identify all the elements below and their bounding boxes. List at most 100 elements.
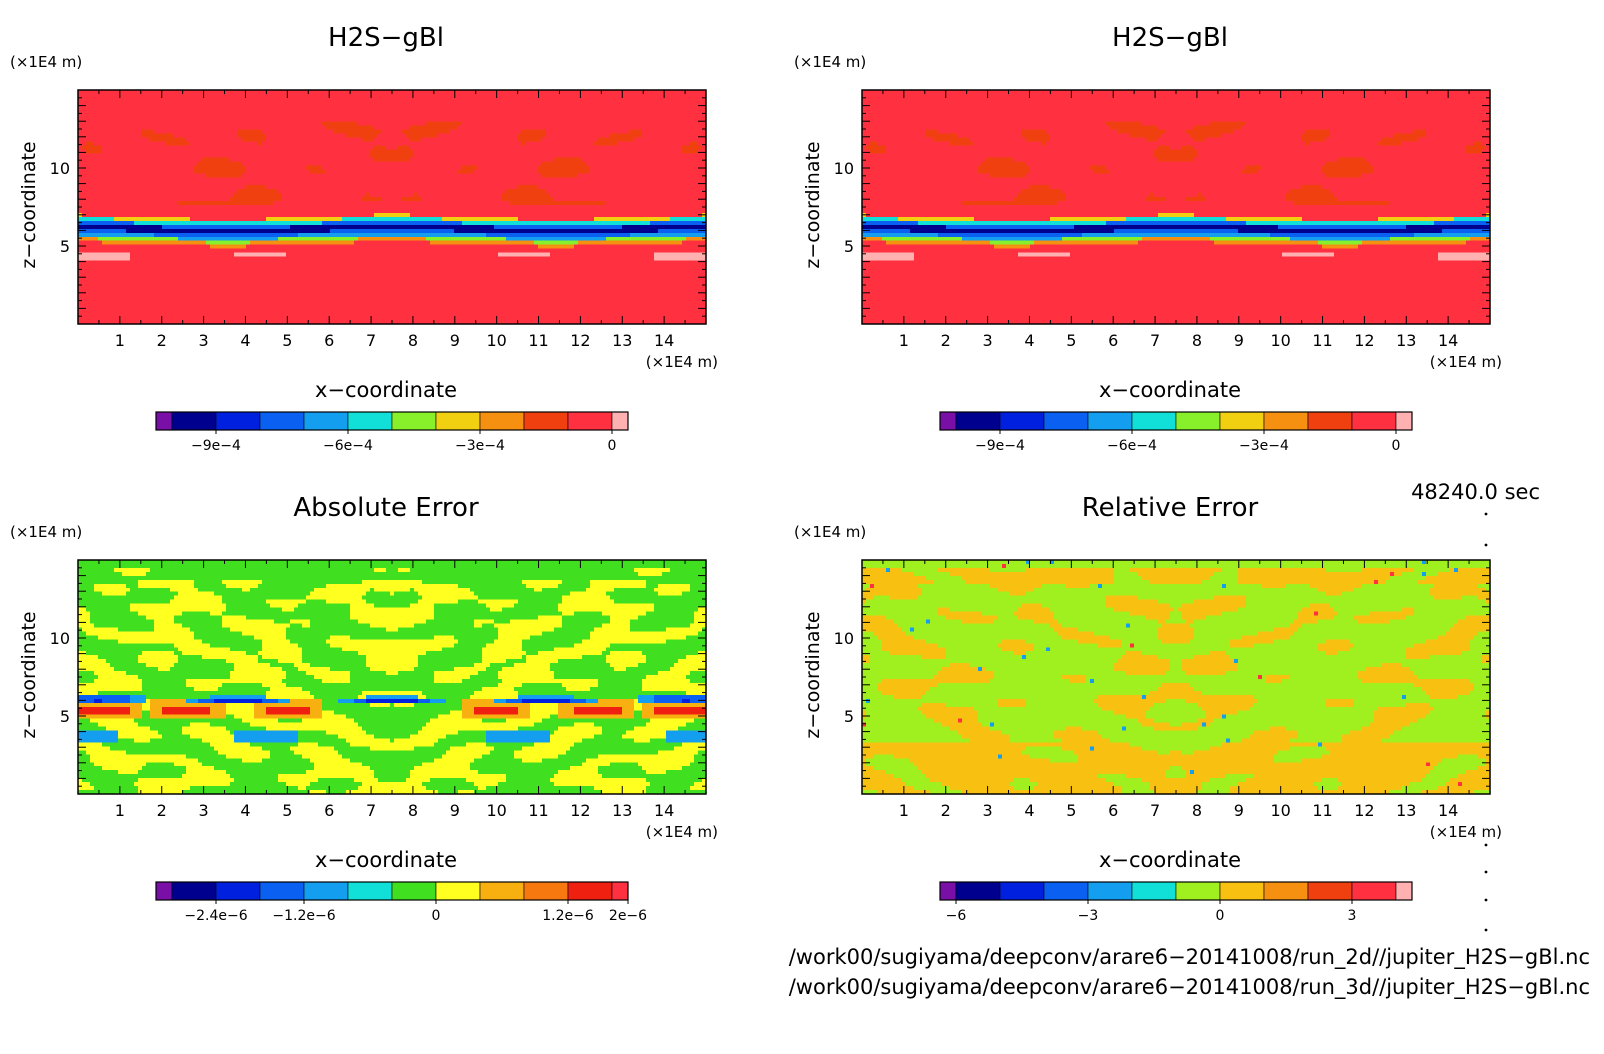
field-cell (442, 106, 447, 111)
field-cell (582, 94, 587, 99)
field-cell (254, 110, 259, 115)
field-cell (430, 114, 435, 119)
field-cell (654, 106, 659, 111)
field-cell (662, 106, 667, 111)
field-cell (214, 110, 219, 115)
field-cell (234, 94, 239, 99)
field-cell (90, 94, 95, 99)
field-cell (238, 114, 243, 119)
field-cell (650, 106, 655, 111)
field-cell (290, 114, 295, 119)
field-cell (166, 118, 171, 123)
field-cell (154, 106, 159, 111)
field-cell (206, 94, 211, 99)
field-cell (218, 102, 223, 107)
field-cell (214, 106, 219, 111)
field-cell (502, 106, 507, 111)
field-cell (694, 106, 699, 111)
field-cell (250, 118, 255, 123)
field-cell (82, 94, 87, 99)
field-cell (90, 118, 95, 123)
field-cell (350, 94, 355, 99)
field-cell (354, 102, 359, 107)
field-cell (310, 102, 315, 107)
field-cell (670, 102, 675, 107)
field-cell (198, 114, 203, 119)
field-cell (142, 98, 147, 103)
field-cell (402, 118, 407, 123)
field-cell (646, 102, 651, 107)
field-cell (566, 110, 571, 115)
field-cell (86, 106, 91, 111)
field-cell (266, 106, 271, 111)
field-cell (534, 94, 539, 99)
field-cell (598, 110, 603, 115)
field-cell (462, 102, 467, 107)
field-cell (122, 114, 127, 119)
field-cell (566, 114, 571, 119)
field-cell (262, 106, 267, 111)
field-cell (110, 106, 115, 111)
field-cell (474, 106, 479, 111)
field-cell (266, 114, 271, 119)
field-cell (186, 118, 191, 123)
field-cell (634, 110, 639, 115)
field-cell (218, 118, 223, 123)
field-cell (326, 94, 331, 99)
field-cell (326, 98, 331, 103)
field-cell (558, 110, 563, 115)
field-cell (498, 94, 503, 99)
field-cell (194, 118, 199, 123)
field-cell (266, 94, 271, 99)
field-cell (162, 102, 167, 107)
field-cell (330, 102, 335, 107)
field-cell (366, 118, 371, 123)
field-cell (486, 98, 491, 103)
field-cell (646, 94, 651, 99)
field-cell (634, 114, 639, 119)
field-cell (570, 110, 575, 115)
field-cell (582, 110, 587, 115)
field-cell (386, 94, 391, 99)
field-cell (178, 94, 183, 99)
field-cell (542, 110, 547, 115)
field-cell (318, 102, 323, 107)
field-cell (294, 114, 299, 119)
field-cell (570, 98, 575, 103)
field-cell (298, 106, 303, 111)
field-cell (450, 98, 455, 103)
field-cell (246, 102, 251, 107)
field-cell (462, 94, 467, 99)
field-cell (330, 94, 335, 99)
field-cell (350, 118, 355, 123)
field-cell (382, 102, 387, 107)
field-cell (262, 110, 267, 115)
field-cell (486, 106, 491, 111)
field-cell (390, 98, 395, 103)
field-cell (162, 118, 167, 123)
field-cell (282, 106, 287, 111)
field-cell (430, 98, 435, 103)
field-cell (634, 106, 639, 111)
field-cell (682, 110, 687, 115)
field-cell (490, 114, 495, 119)
field-cell (126, 110, 131, 115)
field-cell (198, 110, 203, 115)
field-cell (182, 106, 187, 111)
field-cell (562, 102, 567, 107)
field-cell (658, 102, 663, 107)
field-cell (110, 102, 115, 107)
field-cell (330, 106, 335, 111)
field-cell (590, 110, 595, 115)
field-cell (450, 94, 455, 99)
field-cell (530, 102, 535, 107)
field-cell (458, 102, 463, 107)
field-cell (134, 114, 139, 119)
field-cell (262, 114, 267, 119)
field-cell (614, 98, 619, 103)
field-cell (438, 118, 443, 123)
field-cell (98, 118, 103, 123)
field-cell (226, 114, 231, 119)
field-cell (298, 94, 303, 99)
field-cell (698, 106, 703, 111)
